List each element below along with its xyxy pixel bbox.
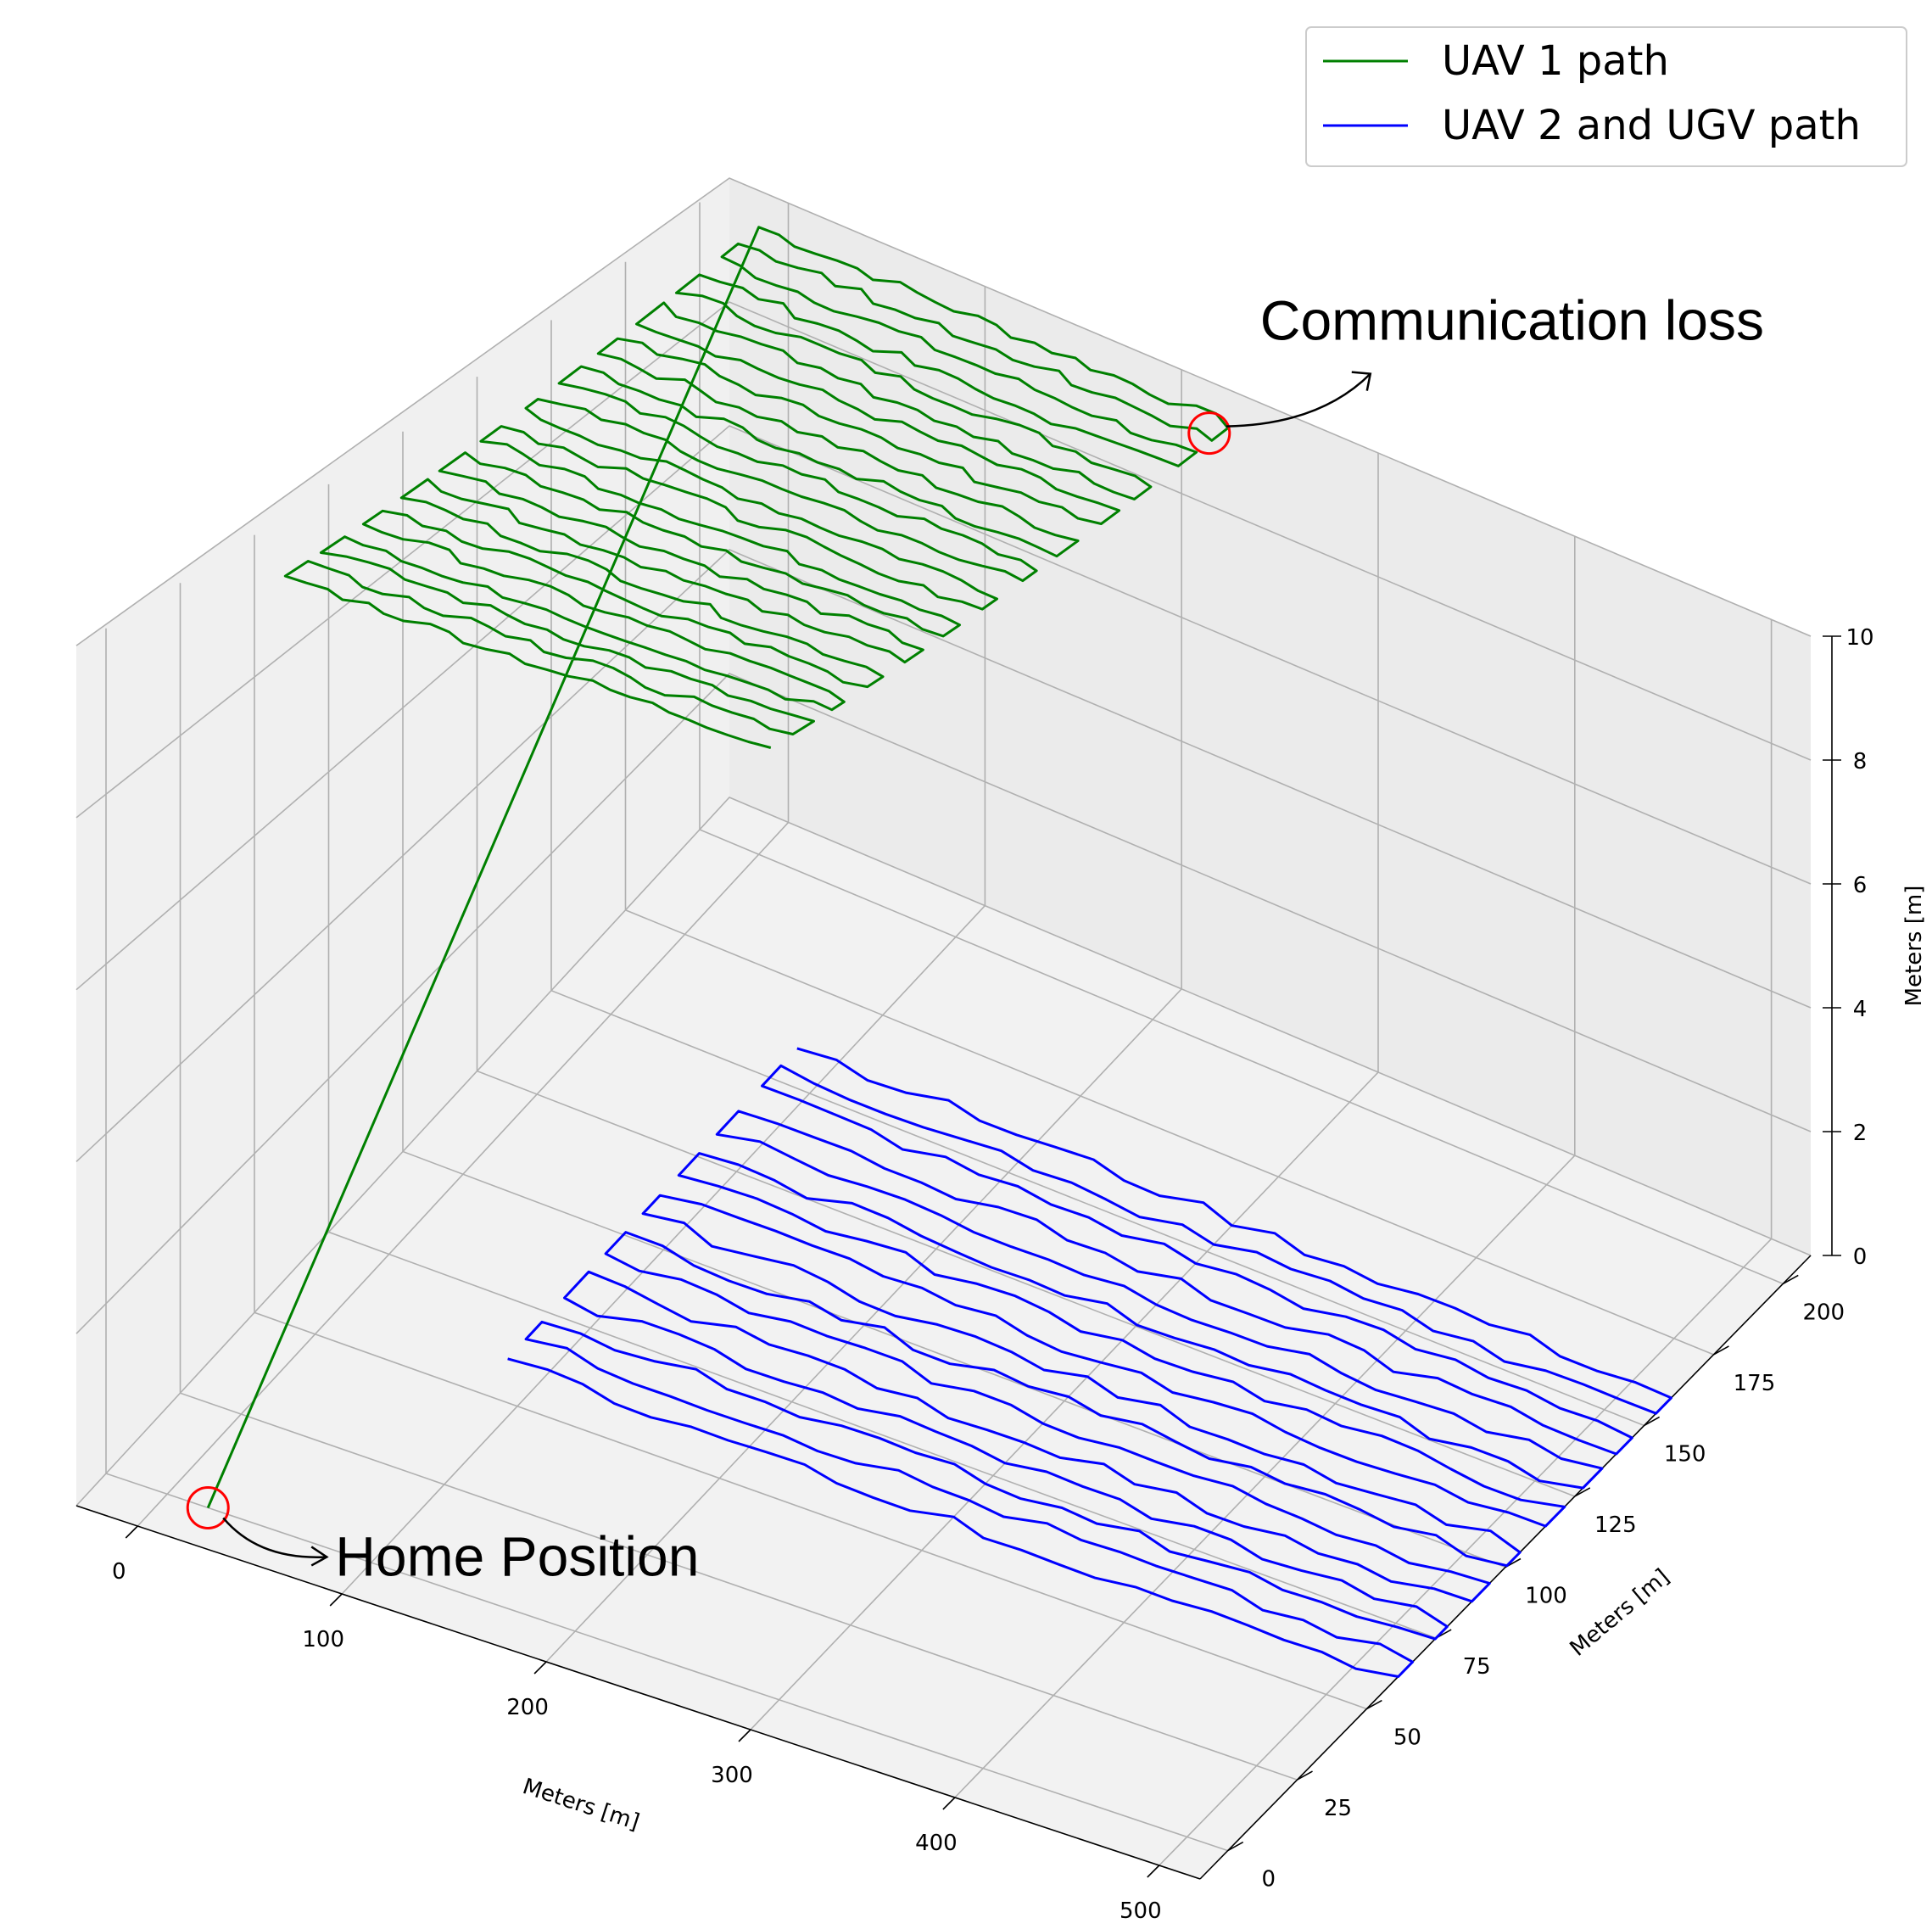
grid-z-0: [75, 797, 1812, 1507]
y-tick-label-100: 100: [1525, 1584, 1567, 1609]
home-position-arrowhead: [310, 1546, 329, 1567]
home-position-arrow: [222, 1517, 327, 1559]
x-tick-label-500: 500: [1120, 1898, 1162, 1924]
grid-z-6: [75, 425, 1812, 991]
x-tick-label-400: 400: [915, 1831, 958, 1856]
grid-lines: [75, 177, 1812, 1866]
x-tick-mark-0: [125, 1525, 138, 1539]
back-pane: [729, 178, 1811, 1255]
z-tick-label-10: 10: [1845, 625, 1873, 651]
annotations: Communication loss Home Position: [186, 289, 1764, 1587]
x-tick-mark-300: [738, 1729, 751, 1742]
legend-label-uav1: UAV 1 path: [1442, 37, 1669, 85]
x-tick-mark-100: [329, 1593, 343, 1607]
z-tick-label-2: 2: [1853, 1121, 1868, 1146]
series-lines: [206, 226, 1672, 1678]
z-tick-label-0: 0: [1853, 1244, 1868, 1270]
y-tick-mark-200: [1782, 1274, 1799, 1285]
x-tick-label-100: 100: [302, 1627, 344, 1652]
y-tick-label-175: 175: [1734, 1371, 1776, 1396]
communication-loss-arrow: [1226, 372, 1371, 428]
y-tick-label-125: 125: [1594, 1512, 1637, 1538]
y-tick-mark-0: [1227, 1841, 1244, 1852]
y-tick-label-200: 200: [1802, 1300, 1845, 1325]
series-line-uav1: [206, 226, 1230, 1509]
grid-z-4: [75, 549, 1812, 1162]
y-tick-label-25: 25: [1324, 1796, 1352, 1821]
grid-z-10: [75, 177, 1812, 646]
z-tick-label-4: 4: [1853, 997, 1868, 1022]
y-tick-label-0: 0: [1261, 1867, 1276, 1893]
legend-label-uav2-ugv: UAV 2 and UGV path: [1442, 102, 1861, 149]
y-tick-mark-175: [1713, 1345, 1729, 1356]
home-position-label: Home Position: [335, 1524, 699, 1587]
x-tick-label-0: 0: [112, 1559, 126, 1585]
x-tick-label-200: 200: [506, 1695, 549, 1720]
z-tick-label-6: 6: [1853, 873, 1868, 898]
y-tick-label-75: 75: [1463, 1654, 1491, 1680]
x-tick-label-300: 300: [711, 1763, 753, 1788]
legend: UAV 1 path UAV 2 and UGV path: [1305, 26, 1907, 167]
y-axis-label: Meters [m]: [1566, 1564, 1675, 1662]
z-axis-label: Meters [m]: [1901, 886, 1927, 1007]
grid-z-8: [75, 301, 1812, 819]
y-tick-mark-50: [1365, 1699, 1382, 1710]
grid-z-2: [75, 673, 1812, 1334]
series-line-uav2-ugv: [507, 1047, 1672, 1678]
y-tick-mark-125: [1574, 1487, 1591, 1497]
x-tick-mark-200: [533, 1661, 547, 1675]
axis-panes: [76, 178, 1811, 1879]
x-axis-line: [75, 1505, 1201, 1880]
y-tick-label-150: 150: [1664, 1441, 1706, 1467]
x-tick-mark-400: [942, 1797, 956, 1810]
z-tick-label-8: 8: [1853, 749, 1868, 774]
y-tick-mark-150: [1644, 1416, 1661, 1427]
tick-labels: 0 100 200 300 400 500 0 25 50 75 100 125 150 175 200 0 2…: [112, 625, 1874, 1924]
communication-loss-label: Communication loss: [1260, 289, 1764, 352]
home-position-marker: [186, 1485, 230, 1529]
y-tick-mark-25: [1297, 1770, 1313, 1781]
communication-loss-marker: [1187, 411, 1231, 456]
y-tick-label-50: 50: [1393, 1725, 1421, 1751]
x-tick-mark-500: [1147, 1865, 1160, 1878]
x-axis-label: Meters [m]: [519, 1774, 642, 1836]
communication-loss-arrowhead: [1351, 371, 1372, 391]
